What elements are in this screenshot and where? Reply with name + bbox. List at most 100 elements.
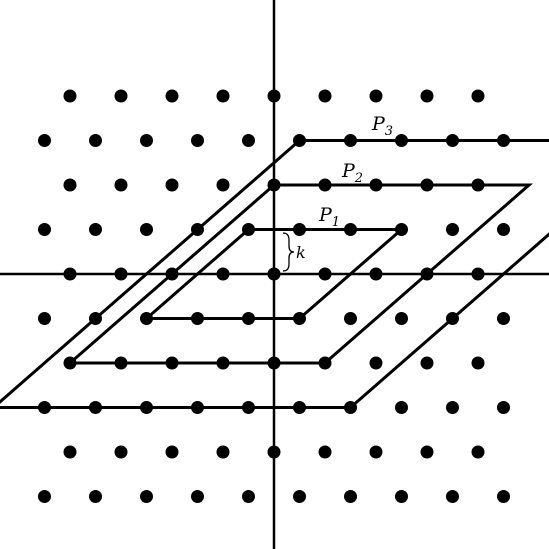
lattice-point [63,267,77,281]
lattice-point [369,178,383,192]
lattice-point [140,401,153,414]
lattice-point [216,445,230,459]
lattice-point [267,356,281,370]
lattice-point [191,312,204,325]
lattice-point [420,267,434,281]
lattice-point [89,490,102,503]
lattice-point [497,223,510,236]
lattice-point [446,401,459,414]
labels: P1 P2 P3 k [282,113,393,272]
lattice-point [395,490,408,503]
lattice-point [267,445,281,459]
lattice-point [471,356,485,370]
lattice-point [344,490,357,503]
lattice-point [89,312,102,325]
lattice-point [267,89,281,103]
lattice-point [242,312,255,325]
lattice-point [293,134,306,147]
lattice-point [267,267,281,281]
lattice-point [420,356,434,370]
lattice-point [471,445,485,459]
lattice-point [395,134,408,147]
lattice-point [165,445,179,459]
lattice-point [63,356,77,370]
label-p3: P3 [371,113,393,139]
lattice-point [344,134,357,147]
lattice-point [242,134,255,147]
lattice-point [369,267,383,281]
lattice-point [318,445,332,459]
lattice-point [216,267,230,281]
lattice-point [38,134,51,147]
lattice-point [420,178,434,192]
lattice-point [140,490,153,503]
lattice-point [191,401,204,414]
gap-brace [282,232,295,272]
lattice-point [242,223,255,236]
lattice-point [140,223,153,236]
lattice-point [471,267,485,281]
lattice-point [318,267,332,281]
lattice-point [38,401,51,414]
lattice-point [114,178,128,192]
lattice-point [420,445,434,459]
lattice-point [446,223,459,236]
lattice-point [471,89,485,103]
lattice-point [140,312,153,325]
lattice-point [165,267,179,281]
lattice-point [395,312,408,325]
lattice-point [369,445,383,459]
lattice-point [446,312,459,325]
lattice-point [344,223,357,236]
lattice-point [165,89,179,103]
lattice-point [242,401,255,414]
lattice-point [89,223,102,236]
label-p2: P2 [341,160,363,186]
lattice-point [446,490,459,503]
lattice-point [242,490,255,503]
lattice-point [293,401,306,414]
lattice-point [497,490,510,503]
lattice-point [89,401,102,414]
lattice-point [114,356,128,370]
lattice-point [165,178,179,192]
lattice-point [369,89,383,103]
lattice-point [140,134,153,147]
lattice-point [114,267,128,281]
lattice-point [446,134,459,147]
lattice-point [497,401,510,414]
lattice-point [267,178,281,192]
lattice-point [318,356,332,370]
lattice-point [318,178,332,192]
lattice-point [344,401,357,414]
lattice-point [344,312,357,325]
lattice-point [369,356,383,370]
label-p1: P1 [318,204,340,230]
lattice-point [395,223,408,236]
lattice-point [471,178,485,192]
lattice-points [38,89,510,503]
lattice-point [165,356,179,370]
lattice-point [63,89,77,103]
lattice-point [191,490,204,503]
lattice-point [63,178,77,192]
lattice-point [191,134,204,147]
lattice-point [114,89,128,103]
lattice-point [497,134,510,147]
lattice-point [63,445,77,459]
lattice-point [38,490,51,503]
lattice-point [293,490,306,503]
lattice-point [38,223,51,236]
lattice-point [216,356,230,370]
lattice-point [420,89,434,103]
lattice-point [191,223,204,236]
lattice-point [216,178,230,192]
gap-label: k [296,243,306,262]
lattice-point [497,312,510,325]
lattice-point [395,401,408,414]
lattice-point [318,89,332,103]
lattice-point [38,312,51,325]
lattice-point [293,223,306,236]
lattice-point [114,445,128,459]
